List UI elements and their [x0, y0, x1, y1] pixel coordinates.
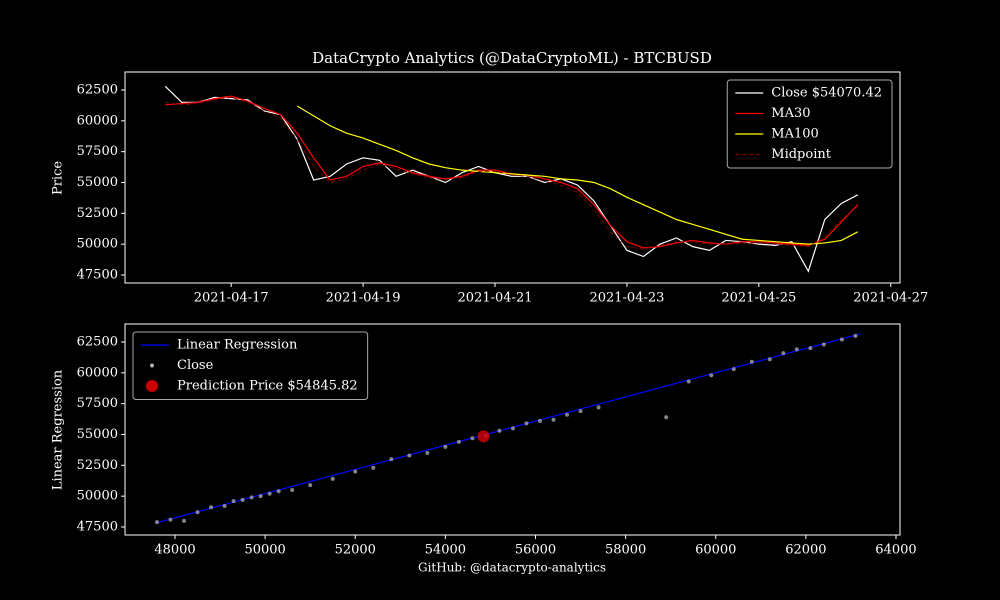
data-point — [510, 426, 515, 431]
data-point — [709, 373, 714, 378]
data-point — [168, 517, 173, 522]
x-tick-label: 60000 — [695, 543, 736, 558]
x-tick-label: 56000 — [515, 543, 556, 558]
axes-frame — [124, 323, 901, 536]
legend-label: Close $54070.42 — [771, 86, 882, 101]
data-point — [497, 428, 502, 433]
data-point — [821, 342, 826, 347]
data-point — [154, 520, 159, 525]
x-tick-label: 2021-04-23 — [589, 291, 664, 306]
x-tick-label: 62000 — [785, 543, 826, 558]
x-tick-label: 50000 — [244, 543, 285, 558]
data-point — [209, 505, 214, 510]
legend-label: MA30 — [771, 106, 810, 121]
data-point — [222, 504, 227, 509]
data-point — [565, 412, 570, 417]
data-point — [578, 409, 583, 414]
data-point — [808, 346, 813, 351]
data-point — [538, 418, 543, 423]
chart-title: DataCrypto Analytics (@DataCryptoML) - B… — [312, 49, 712, 67]
legend-label: Linear Regression — [177, 338, 298, 353]
x-tick-label: 2021-04-19 — [326, 291, 401, 306]
legend: Linear Regression Close Prediction Price $… — [132, 331, 369, 400]
data-point — [249, 495, 254, 500]
y-tick-label: 52500 — [77, 458, 118, 473]
x-tick-label: 58000 — [605, 543, 646, 558]
x-axis-label: GitHub: @datacrypto-analytics — [418, 561, 606, 575]
x-tick-label: 2021-04-25 — [721, 291, 796, 306]
x-tick-label: 64000 — [875, 543, 916, 558]
data-point — [749, 359, 754, 364]
y-tick-label: 57500 — [77, 144, 118, 159]
data-point — [456, 439, 461, 444]
y-tick-label: 50000 — [77, 489, 118, 504]
data-point — [794, 347, 799, 352]
data-point — [308, 483, 313, 488]
axes-frame — [124, 71, 901, 284]
data-point — [353, 469, 358, 474]
series-line — [165, 96, 859, 250]
plot-area — [154, 333, 861, 525]
data-point — [524, 421, 529, 426]
legend-box — [132, 331, 369, 400]
legend-swatch — [146, 380, 158, 392]
data-point — [781, 351, 786, 356]
y-tick-label: 52500 — [77, 206, 118, 221]
legend-label: Prediction Price $54845.82 — [177, 379, 358, 394]
x-tick-label: 54000 — [425, 543, 466, 558]
x-tick-label: 2021-04-17 — [194, 291, 269, 306]
legend-label: Close — [177, 358, 214, 373]
legend-swatch — [150, 363, 154, 368]
data-point — [767, 357, 772, 362]
data-point — [258, 494, 263, 499]
data-point — [731, 367, 736, 372]
y-axis-label: Price — [51, 161, 66, 195]
y-tick-label: 47500 — [77, 519, 118, 534]
data-point — [551, 417, 556, 422]
y-tick-label: 55000 — [77, 427, 118, 442]
y-tick-label: 55000 — [77, 175, 118, 190]
data-point — [477, 430, 490, 443]
series-line — [296, 105, 859, 245]
data-point — [596, 405, 601, 410]
series-line — [156, 333, 861, 524]
data-point — [182, 518, 187, 523]
data-point — [231, 499, 236, 504]
y-tick-label: 57500 — [77, 396, 118, 411]
data-point — [686, 379, 691, 384]
data-point — [240, 497, 245, 502]
y-tick-label: 50000 — [77, 237, 118, 252]
y-tick-label: 47500 — [77, 267, 118, 282]
y-tick-label: 60000 — [77, 113, 118, 128]
data-point — [290, 487, 295, 492]
plot-area — [164, 85, 859, 273]
legend-box — [726, 79, 893, 169]
data-point — [371, 465, 376, 470]
legend: Close $54070.42 MA30 MA100 Midpoint — [726, 79, 893, 169]
y-axis-label: Linear Regression — [51, 369, 66, 490]
data-point — [839, 337, 844, 342]
data-point — [195, 510, 200, 515]
data-point — [664, 415, 669, 420]
data-point — [470, 436, 475, 441]
data-point — [276, 489, 281, 494]
data-point — [330, 476, 335, 481]
y-tick-label: 62500 — [77, 335, 118, 350]
legend-label: MA100 — [771, 127, 819, 142]
y-tick-label: 62500 — [77, 82, 118, 97]
data-point — [407, 453, 412, 458]
x-tick-label: 52000 — [335, 543, 376, 558]
data-point — [443, 444, 448, 449]
data-point — [389, 457, 394, 462]
x-tick-label: 2021-04-21 — [458, 291, 533, 306]
x-tick-label: 2021-04-27 — [853, 291, 928, 306]
y-tick-label: 60000 — [77, 365, 118, 380]
x-tick-label: 48000 — [154, 543, 195, 558]
data-point — [425, 450, 430, 455]
legend-label: Midpoint — [771, 147, 831, 162]
data-point — [853, 333, 858, 338]
data-point — [267, 491, 272, 496]
